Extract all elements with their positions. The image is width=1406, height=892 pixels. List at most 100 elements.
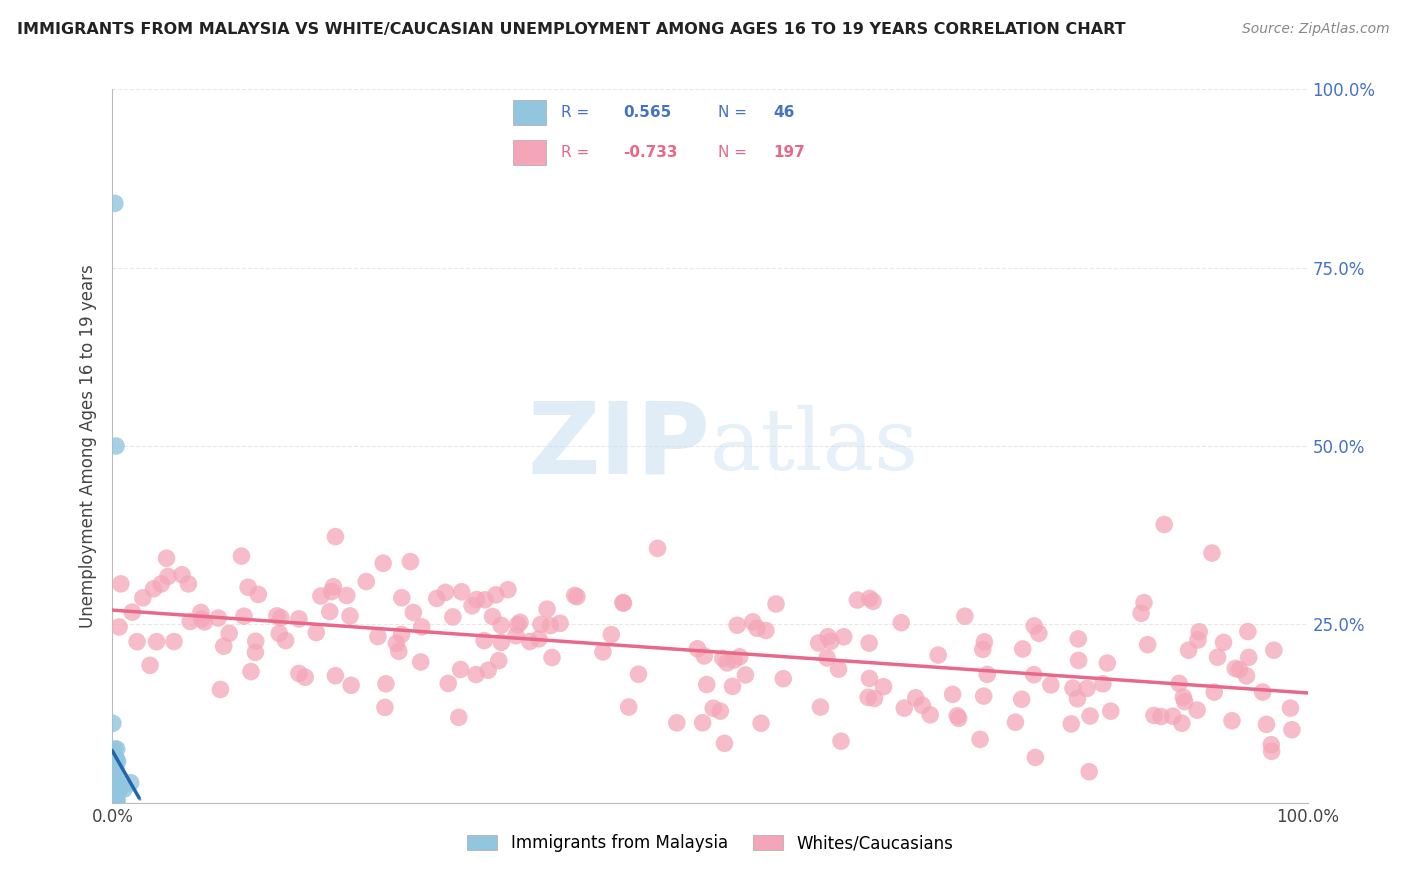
Point xyxy=(1260,744,1282,758)
Text: 46: 46 xyxy=(773,105,794,120)
Y-axis label: Unemployment Among Ages 16 to 19 years: Unemployment Among Ages 16 to 19 years xyxy=(79,264,97,628)
Point xyxy=(1022,667,1045,681)
Point xyxy=(105,794,128,808)
Point xyxy=(391,591,413,605)
Point xyxy=(872,680,894,694)
Point xyxy=(893,701,915,715)
Point xyxy=(107,780,129,795)
FancyBboxPatch shape xyxy=(513,140,547,165)
Point xyxy=(105,752,128,766)
Point xyxy=(827,662,849,676)
Point xyxy=(139,658,162,673)
Point xyxy=(266,608,288,623)
Point xyxy=(765,597,787,611)
Point xyxy=(270,611,292,625)
Point xyxy=(696,677,718,691)
Point xyxy=(163,634,186,648)
Point xyxy=(1177,643,1199,657)
Point xyxy=(548,616,571,631)
Point xyxy=(411,620,433,634)
Point xyxy=(103,792,125,806)
Point xyxy=(1024,619,1046,633)
Point xyxy=(339,609,361,624)
Point xyxy=(1279,701,1302,715)
Point xyxy=(711,651,734,665)
Text: ZIP: ZIP xyxy=(527,398,710,494)
Point xyxy=(209,682,232,697)
Point xyxy=(728,649,751,664)
Point xyxy=(1024,750,1046,764)
Point xyxy=(755,624,778,638)
Point xyxy=(863,691,886,706)
Point xyxy=(1011,642,1033,657)
Text: R =: R = xyxy=(561,145,589,160)
Point xyxy=(103,769,125,783)
Point xyxy=(319,605,342,619)
Point xyxy=(155,551,177,566)
Point xyxy=(269,626,291,640)
Point xyxy=(1171,716,1194,731)
Point xyxy=(496,582,519,597)
Text: -0.733: -0.733 xyxy=(623,145,678,160)
Text: 197: 197 xyxy=(773,145,804,160)
Point xyxy=(1130,607,1153,621)
Point xyxy=(103,750,125,764)
Point xyxy=(973,689,995,703)
Point xyxy=(942,687,965,701)
Point xyxy=(391,627,413,641)
Point xyxy=(374,677,396,691)
Point xyxy=(107,785,129,799)
Point xyxy=(519,634,541,648)
Point xyxy=(969,732,991,747)
Point xyxy=(156,569,179,583)
Point xyxy=(190,612,212,626)
Point xyxy=(233,609,256,624)
Point xyxy=(1078,709,1101,723)
Point xyxy=(817,630,839,644)
Point xyxy=(212,639,235,653)
Point xyxy=(1206,650,1229,665)
Point xyxy=(367,630,389,644)
Point xyxy=(104,749,127,764)
Point xyxy=(104,742,127,756)
Point xyxy=(890,615,912,630)
Point xyxy=(1187,632,1209,647)
Point xyxy=(745,621,768,635)
Point xyxy=(904,690,927,705)
Point xyxy=(1237,650,1260,665)
Point xyxy=(741,615,763,629)
Point xyxy=(815,651,838,665)
Point xyxy=(1133,596,1156,610)
Point xyxy=(565,590,588,604)
Point xyxy=(592,645,614,659)
Point xyxy=(105,772,128,786)
Point xyxy=(340,678,363,692)
Point xyxy=(305,625,328,640)
Point xyxy=(1220,714,1243,728)
Point xyxy=(373,556,395,570)
Point xyxy=(612,595,634,609)
Point xyxy=(721,679,744,693)
Point xyxy=(426,591,449,606)
Point xyxy=(105,796,128,810)
Point xyxy=(142,582,165,596)
Point xyxy=(218,626,240,640)
Point xyxy=(1174,695,1197,709)
Point xyxy=(193,615,215,629)
Point xyxy=(107,784,129,798)
Point xyxy=(103,786,125,800)
Point xyxy=(354,574,377,589)
Point xyxy=(245,645,267,659)
Point xyxy=(107,755,129,769)
Point xyxy=(104,757,127,772)
Point xyxy=(600,627,623,641)
Point xyxy=(321,584,343,599)
Point xyxy=(190,606,212,620)
Point xyxy=(103,761,125,775)
Point xyxy=(294,670,316,684)
Point xyxy=(858,672,880,686)
Point xyxy=(1067,653,1090,667)
Point xyxy=(104,754,127,768)
Point xyxy=(665,715,688,730)
Point xyxy=(858,636,880,650)
